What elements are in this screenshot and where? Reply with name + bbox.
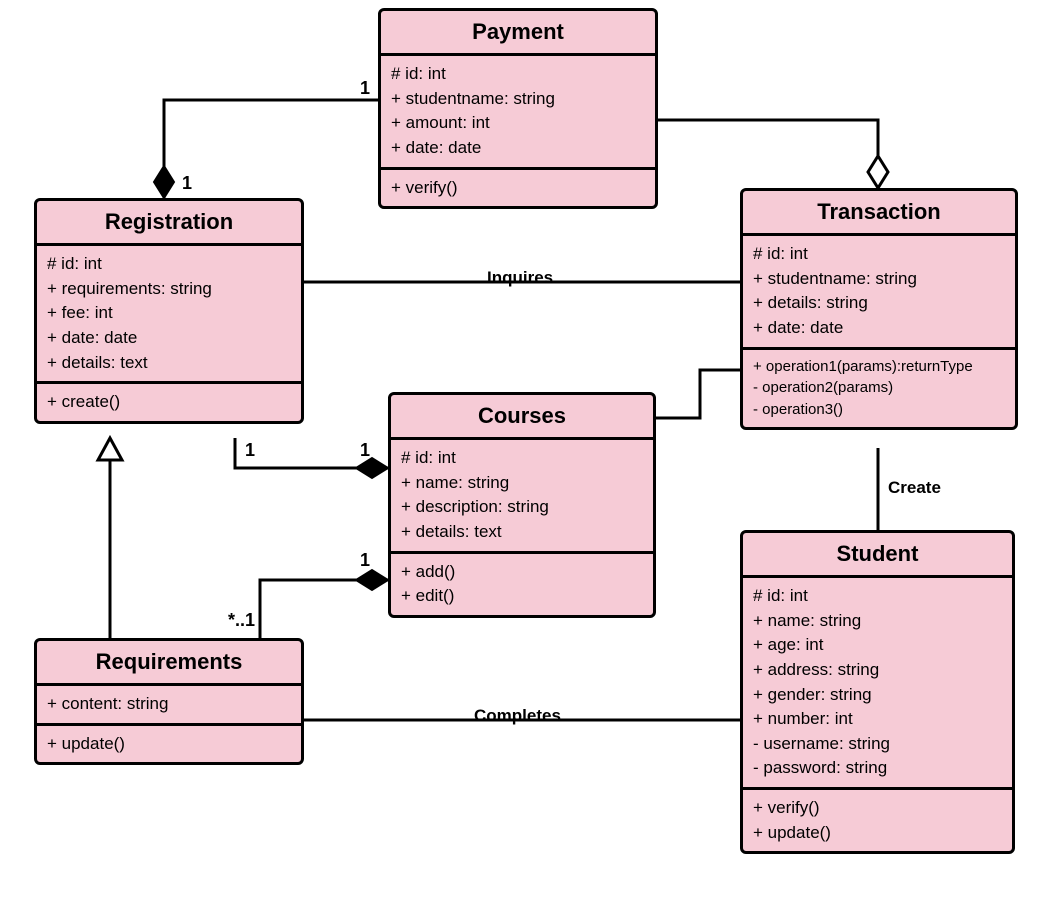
attr: # id: int xyxy=(401,446,643,471)
class-ops: + add() + edit() xyxy=(391,554,653,615)
op: + update() xyxy=(47,732,291,757)
class-attrs: # id: int + studentname: string + detail… xyxy=(743,236,1015,350)
attr: + date: date xyxy=(753,316,1005,341)
attr: + fee: int xyxy=(47,301,291,326)
attr: + details: string xyxy=(753,291,1005,316)
attr: + address: string xyxy=(753,658,1002,683)
mult-payment-left: 1 xyxy=(360,78,370,99)
attr: - username: string xyxy=(753,732,1002,757)
attr: + requirements: string xyxy=(47,277,291,302)
class-title: Requirements xyxy=(37,641,301,686)
attr: + description: string xyxy=(401,495,643,520)
attr: + details: text xyxy=(401,520,643,545)
class-ops: + verify() xyxy=(381,170,655,207)
mult-reg-top: 1 xyxy=(182,173,192,194)
class-attrs: # id: int + name: string + age: int + ad… xyxy=(743,578,1012,790)
class-ops: + update() xyxy=(37,726,301,763)
attr: - password: string xyxy=(753,756,1002,781)
class-student: Student # id: int + name: string + age: … xyxy=(740,530,1015,854)
class-requirements: Requirements + content: string + update(… xyxy=(34,638,304,765)
mult-req-courses-to: 1 xyxy=(360,550,370,571)
op: - operation3() xyxy=(753,399,1005,421)
attr: # id: int xyxy=(753,242,1005,267)
attr: + date: date xyxy=(47,326,291,351)
op: + update() xyxy=(753,821,1002,846)
diagram-canvas: Payment # id: int + studentname: string … xyxy=(0,0,1041,900)
class-title: Registration xyxy=(37,201,301,246)
attr: + name: string xyxy=(753,609,1002,634)
attr: # id: int xyxy=(47,252,291,277)
attr: + number: int xyxy=(753,707,1002,732)
attr: + studentname: string xyxy=(753,267,1005,292)
attr: + details: text xyxy=(47,351,291,376)
edge-label-completes: Completes xyxy=(474,706,561,726)
attr: + date: date xyxy=(391,136,645,161)
attr: + content: string xyxy=(47,692,291,717)
op: + edit() xyxy=(401,584,643,609)
class-attrs: + content: string xyxy=(37,686,301,726)
class-ops: + verify() + update() xyxy=(743,790,1012,851)
op: + verify() xyxy=(753,796,1002,821)
op: - operation2(params) xyxy=(753,377,1005,399)
class-courses: Courses # id: int + name: string + descr… xyxy=(388,392,656,618)
class-attrs: # id: int + name: string + description: … xyxy=(391,440,653,554)
edge-label-create: Create xyxy=(888,478,941,498)
class-title: Courses xyxy=(391,395,653,440)
class-transaction: Transaction # id: int + studentname: str… xyxy=(740,188,1018,430)
class-attrs: # id: int + requirements: string + fee: … xyxy=(37,246,301,384)
attr: + name: string xyxy=(401,471,643,496)
mult-reg-courses-from: 1 xyxy=(245,440,255,461)
op: + create() xyxy=(47,390,291,415)
class-ops: + operation1(params):returnType - operat… xyxy=(743,350,1015,427)
mult-reg-courses-to: 1 xyxy=(360,440,370,461)
class-payment: Payment # id: int + studentname: string … xyxy=(378,8,658,209)
class-title: Transaction xyxy=(743,191,1015,236)
attr: + age: int xyxy=(753,633,1002,658)
class-title: Student xyxy=(743,533,1012,578)
attr: + studentname: string xyxy=(391,87,645,112)
edge-label-inquires: Inquires xyxy=(487,268,553,288)
op: + verify() xyxy=(391,176,645,201)
attr: # id: int xyxy=(391,62,645,87)
attr: + gender: string xyxy=(753,683,1002,708)
attr: # id: int xyxy=(753,584,1002,609)
attr: + amount: int xyxy=(391,111,645,136)
class-attrs: # id: int + studentname: string + amount… xyxy=(381,56,655,170)
class-ops: + create() xyxy=(37,384,301,421)
class-title: Payment xyxy=(381,11,655,56)
op: + add() xyxy=(401,560,643,585)
class-registration: Registration # id: int + requirements: s… xyxy=(34,198,304,424)
mult-req-courses-from: *..1 xyxy=(228,610,255,631)
op: + operation1(params):returnType xyxy=(753,356,1005,378)
